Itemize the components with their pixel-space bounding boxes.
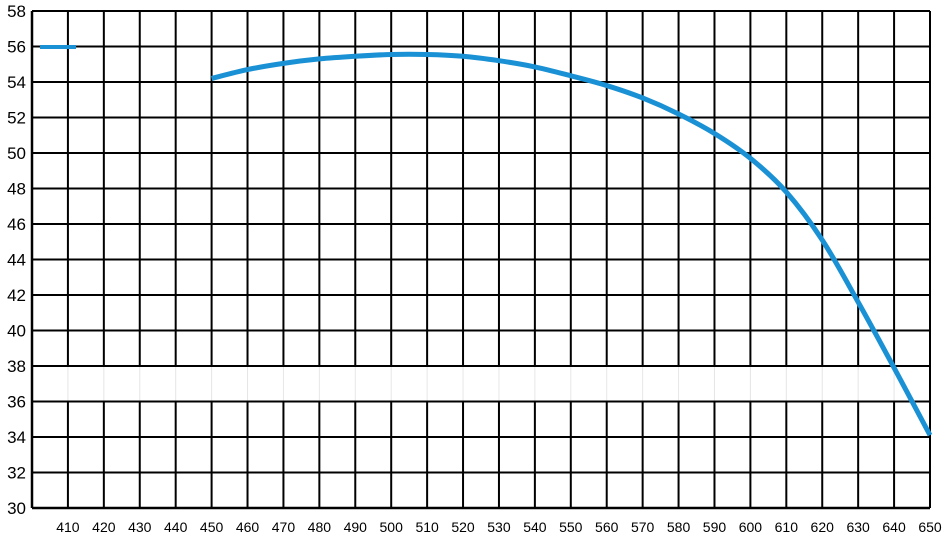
x-tick-label-580: 580 [667,519,691,535]
y-tick-label-52: 52 [7,109,26,128]
x-tick-label-440: 440 [164,519,188,535]
x-tick-label-490: 490 [344,519,368,535]
x-tick-label-620: 620 [811,519,835,535]
x-tick-label-460: 460 [236,519,260,535]
y-axis-tick-labels: 30 32 34 36 38 40 42 44 46 48 50 52 54 56 58 [7,2,26,518]
x-tick-label-550: 550 [559,519,583,535]
y-tick-label-50: 50 [7,144,26,163]
x-tick-label-480: 480 [308,519,332,535]
y-tick-label-38: 38 [7,357,26,376]
y-tick-label-42: 42 [7,286,26,305]
y-tick-label-32: 32 [7,464,26,483]
axes [30,11,930,510]
x-tick-label-410: 410 [56,519,80,535]
x-axis-tick-labels: 410 420 430 440 450 460 470 480 490 500 510 520 530 5… [56,519,942,535]
x-tick-label-640: 640 [882,519,906,535]
grid [31,10,931,509]
x-tick-label-470: 470 [272,519,296,535]
x-tick-label-610: 610 [775,519,799,535]
x-tick-label-600: 600 [739,519,763,535]
series-layer [211,51,933,437]
x-tick-label-430: 430 [128,519,152,535]
x-tick-label-540: 540 [523,519,547,535]
y-tick-label-34: 34 [7,428,26,447]
y-tick-label-48: 48 [7,180,26,199]
x-tick-label-560: 560 [595,519,619,535]
x-tick-label-420: 420 [92,519,116,535]
y-tick-label-36: 36 [7,393,26,412]
x-tick-label-650: 650 [918,519,942,535]
y-tick-label-44: 44 [7,251,26,270]
x-tick-label-510: 510 [415,519,439,535]
y-tick-label-40: 40 [7,322,26,341]
y-tick-label-54: 54 [7,73,26,92]
gap-band [34,367,928,401]
x-tick-label-630: 630 [846,519,870,535]
x-tick-label-450: 450 [200,519,224,535]
x-tick-label-590: 590 [703,519,727,535]
y-tick-label-46: 46 [7,215,26,234]
x-tick-label-500: 500 [380,519,404,535]
x-tick-label-520: 520 [451,519,475,535]
x-tick-label-570: 570 [631,519,655,535]
series-line-0 [211,51,933,437]
x-tick-label-530: 530 [487,519,511,535]
y-tick-label-56: 56 [7,38,26,57]
y-tick-label-58: 58 [7,2,26,21]
y-tick-label-30: 30 [7,499,26,518]
grid-gap-band [34,367,928,401]
